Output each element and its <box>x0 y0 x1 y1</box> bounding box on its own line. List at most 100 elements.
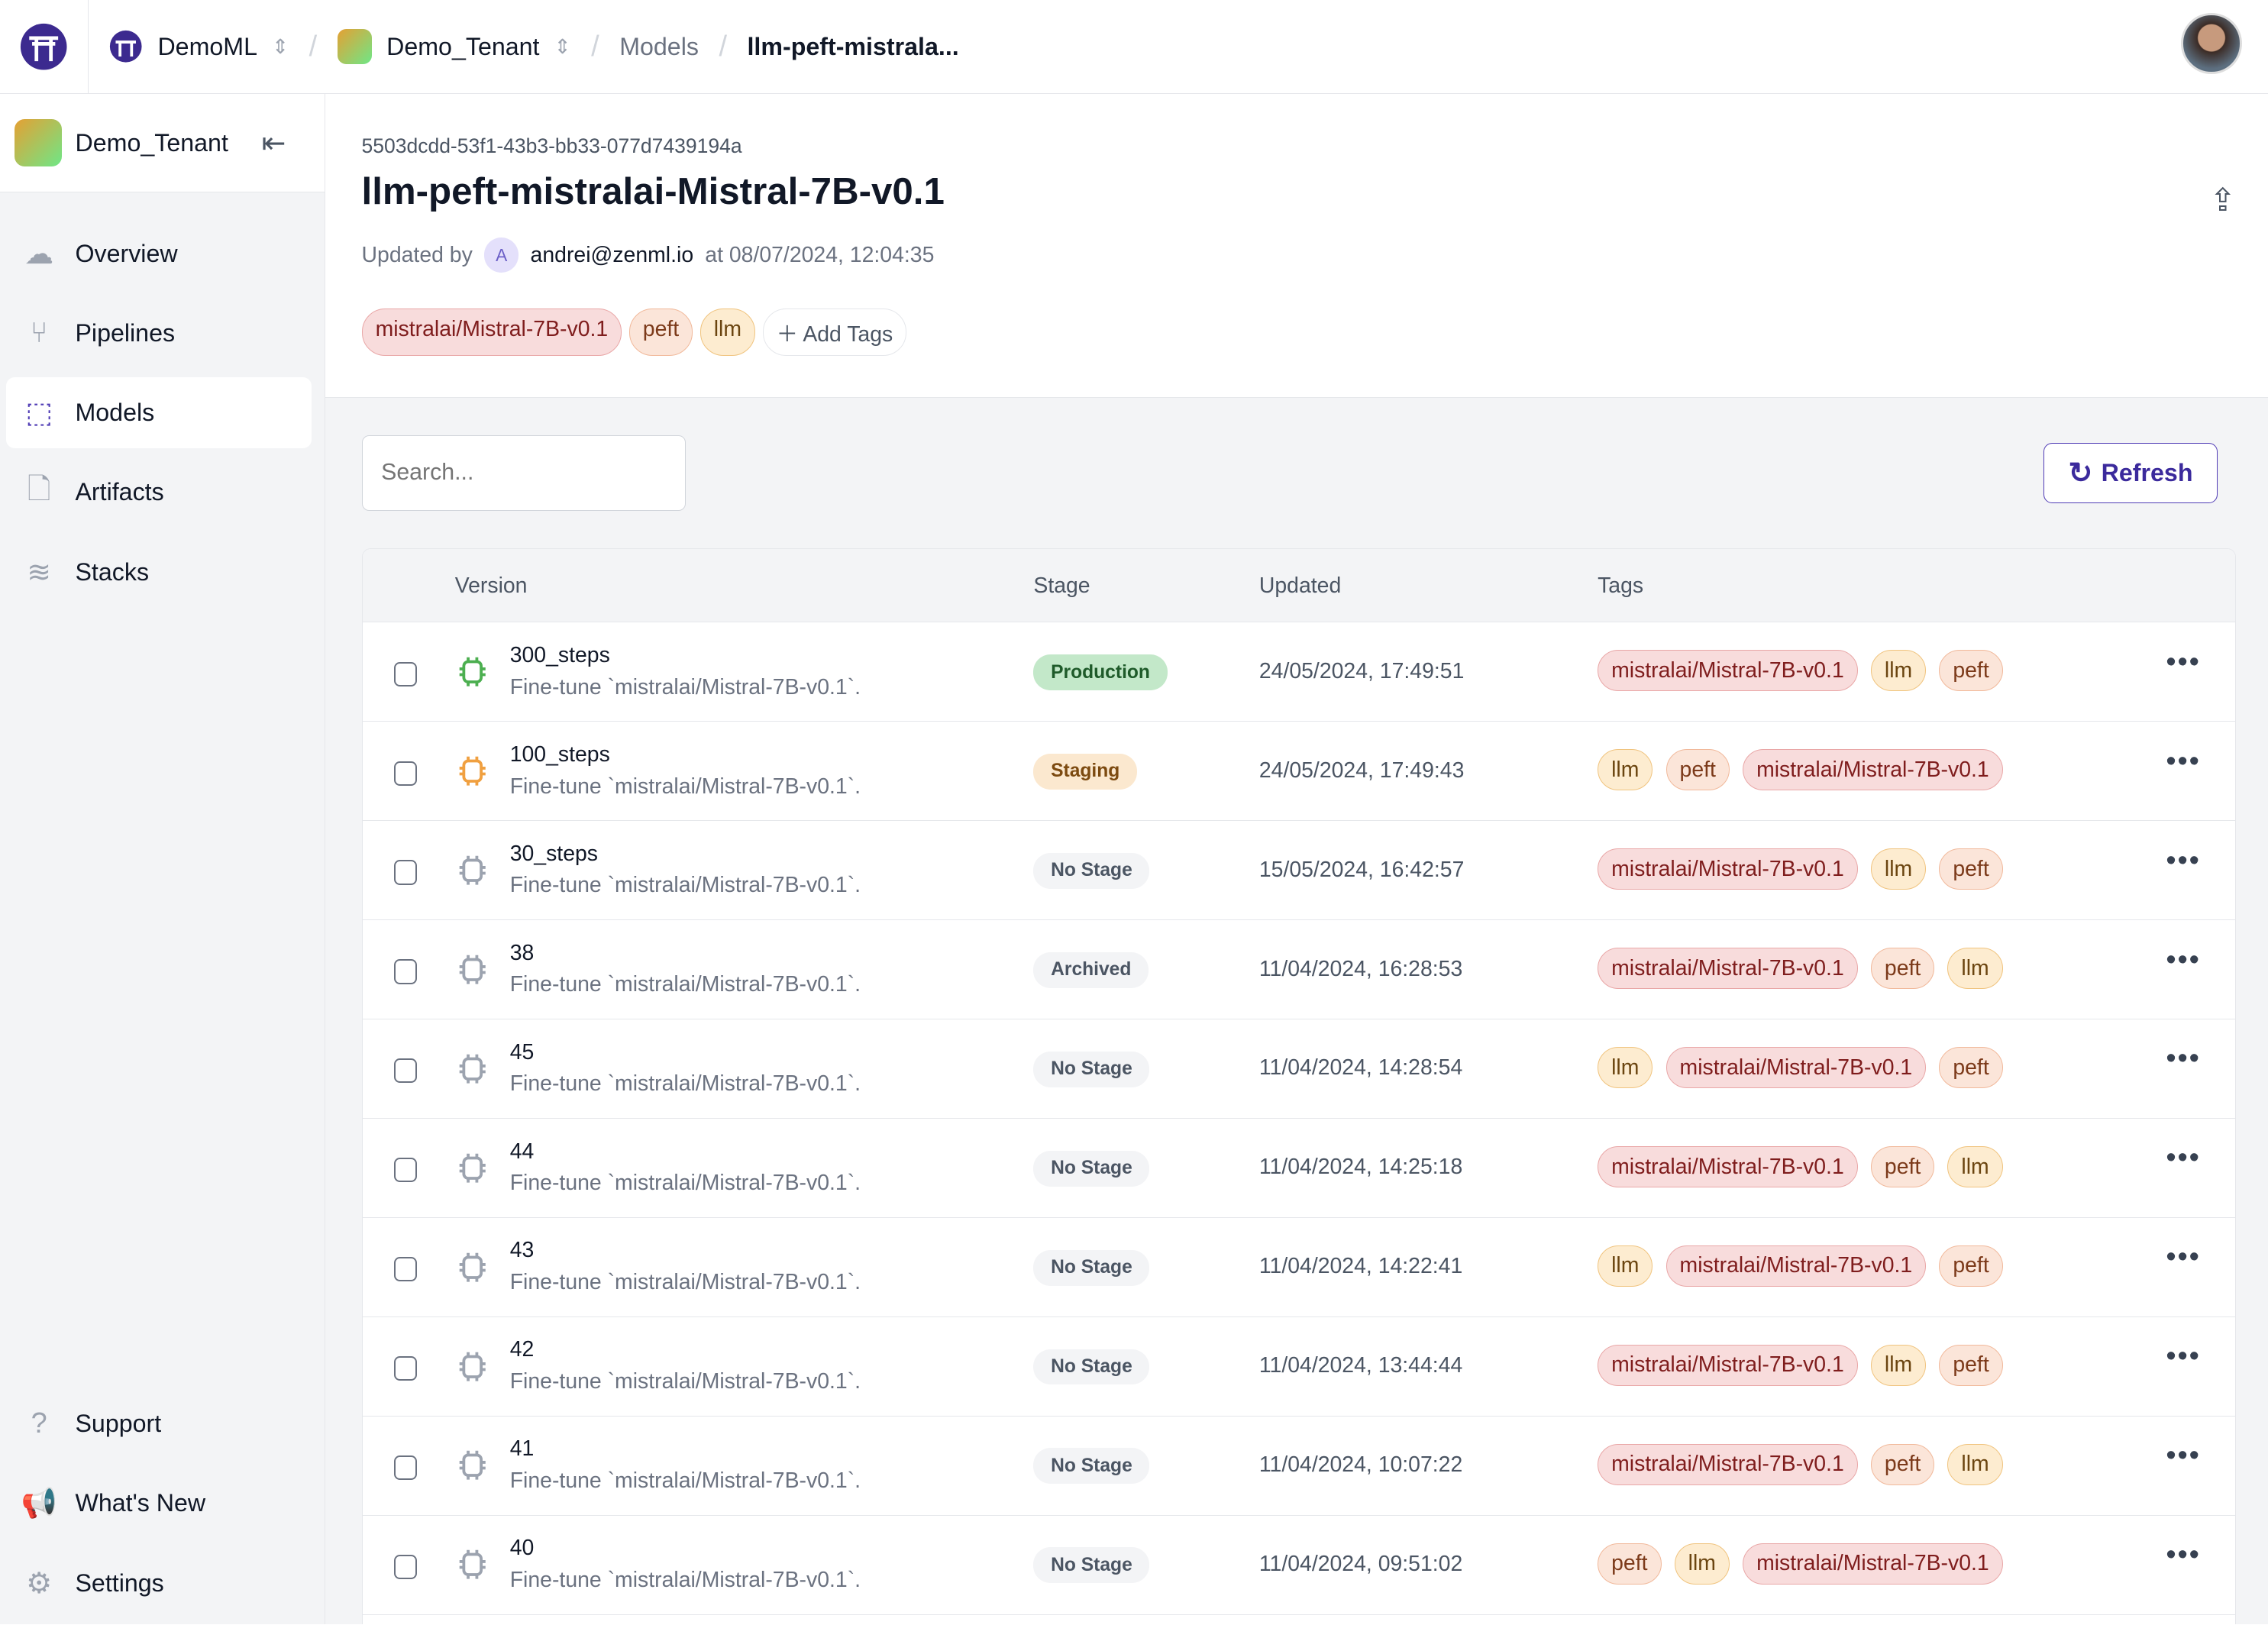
version-tag[interactable]: llm <box>1598 1245 1653 1287</box>
version-name[interactable]: 30_steps <box>509 841 598 866</box>
more-options-icon[interactable]: ••• <box>2166 1241 2201 1274</box>
version-name[interactable]: 40 <box>509 1536 535 1561</box>
more-options-icon[interactable]: ••• <box>2166 1439 2201 1472</box>
row-checkbox[interactable] <box>394 1455 418 1481</box>
version-tag[interactable]: llm <box>1598 749 1653 791</box>
version-name[interactable]: 300_steps <box>509 642 610 667</box>
header-version[interactable]: Version <box>454 573 528 599</box>
sidebar-item-stacks[interactable]: ≋ Stacks <box>6 537 312 608</box>
table-row[interactable]: 45 Fine-tune `mistralai/Mistral-7B-v0.1`.… <box>362 1019 2236 1119</box>
version-name[interactable]: 45 <box>509 1039 535 1064</box>
row-checkbox[interactable] <box>394 1257 418 1282</box>
version-tag[interactable]: llm <box>1947 1443 2003 1485</box>
sidebar-item-artifacts[interactable]: 🗋 Artifacts <box>6 457 312 528</box>
version-name[interactable]: 38 <box>509 940 535 965</box>
more-options-icon[interactable]: ••• <box>2166 1042 2201 1075</box>
version-tag[interactable]: llm <box>1870 1344 1927 1386</box>
version-tag[interactable]: peft <box>1939 1344 2003 1386</box>
add-tags-button[interactable]: ＋ Add Tags <box>762 309 907 357</box>
table-row[interactable]: 40 Fine-tune `mistralai/Mistral-7B-v0.1`.… <box>362 1516 2236 1615</box>
more-options-icon[interactable]: ••• <box>2166 1142 2201 1174</box>
version-tag[interactable]: peft <box>1665 749 1730 791</box>
table-row[interactable]: 41 Fine-tune `mistralai/Mistral-7B-v0.1`.… <box>362 1417 2236 1516</box>
sidebar-item-label: What's New <box>75 1489 206 1517</box>
row-checkbox[interactable] <box>394 959 418 984</box>
more-options-icon[interactable]: ••• <box>2166 1539 2201 1572</box>
version-tag[interactable]: mistralai/Mistral-7B-v0.1 <box>1598 650 1858 692</box>
version-tag[interactable]: mistralai/Mistral-7B-v0.1 <box>1598 948 1858 990</box>
version-tag[interactable]: mistralai/Mistral-7B-v0.1 <box>1743 749 2003 791</box>
row-checkbox[interactable] <box>394 661 418 687</box>
version-tag[interactable]: peft <box>1870 1146 1935 1187</box>
user-avatar[interactable] <box>2181 13 2242 74</box>
row-checkbox[interactable] <box>394 1158 418 1183</box>
sidebar-item-settings[interactable]: ⚙ Settings <box>6 1548 312 1619</box>
version-tag[interactable]: mistralai/Mistral-7B-v0.1 <box>1598 848 1858 890</box>
row-checkbox[interactable] <box>394 1554 418 1580</box>
sidebar-item-what-s-new[interactable]: 📢 What's New <box>6 1468 312 1539</box>
collapse-sidebar-icon[interactable]: ⇤ <box>261 127 286 160</box>
model-tag[interactable]: llm <box>699 309 756 357</box>
sidebar-item-models[interactable]: ⬚ Models <box>5 377 312 449</box>
model-version-icon <box>455 1151 489 1191</box>
tenant-selector[interactable]: Demo_Tenant <box>386 32 540 60</box>
header-tags: Tags <box>1598 573 1644 599</box>
version-tag[interactable]: llm <box>1674 1543 1730 1585</box>
more-options-icon[interactable]: ••• <box>2166 745 2201 777</box>
chevron-updown-icon[interactable]: ⇕ <box>554 34 571 58</box>
version-tag[interactable]: peft <box>1939 1047 2003 1089</box>
version-tag[interactable]: llm <box>1870 848 1927 890</box>
version-tag[interactable]: peft <box>1598 1543 1662 1585</box>
version-tag[interactable]: mistralai/Mistral-7B-v0.1 <box>1665 1245 1927 1287</box>
breadcrumb-models[interactable]: Models <box>619 32 699 60</box>
row-checkbox[interactable] <box>394 761 418 786</box>
version-tag[interactable]: mistralai/Mistral-7B-v0.1 <box>1665 1047 1927 1089</box>
table-row[interactable]: 44 Fine-tune `mistralai/Mistral-7B-v0.1`.… <box>362 1119 2236 1218</box>
row-checkbox[interactable] <box>394 1058 418 1084</box>
header-stage[interactable]: Stage <box>1033 573 1090 599</box>
model-tag[interactable]: mistralai/Mistral-7B-v0.1 <box>361 309 622 357</box>
version-tag[interactable]: llm <box>1870 650 1927 692</box>
version-tag[interactable]: mistralai/Mistral-7B-v0.1 <box>1598 1146 1858 1187</box>
more-options-icon[interactable]: ••• <box>2166 844 2201 877</box>
version-tag[interactable]: mistralai/Mistral-7B-v0.1 <box>1598 1443 1858 1485</box>
row-checkbox[interactable] <box>394 1356 418 1381</box>
table-row[interactable]: 38 Fine-tune `mistralai/Mistral-7B-v0.1`.… <box>362 920 2236 1020</box>
version-tag[interactable]: llm <box>1598 1047 1653 1089</box>
more-options-icon[interactable]: ••• <box>2166 645 2201 678</box>
share-icon[interactable]: ⇪ <box>2209 181 2237 218</box>
version-name[interactable]: 43 <box>509 1238 535 1263</box>
zenml-logo[interactable] <box>0 0 89 94</box>
version-tag[interactable]: llm <box>1947 948 2003 990</box>
add-tags-label: Add Tags <box>803 321 893 347</box>
table-row[interactable]: 100_steps Fine-tune `mistralai/Mistral-7B… <box>362 722 2236 822</box>
header-updated[interactable]: Updated <box>1258 573 1342 599</box>
version-name[interactable]: 44 <box>509 1139 535 1164</box>
table-row[interactable]: 43 Fine-tune `mistralai/Mistral-7B-v0.1`.… <box>362 1218 2236 1317</box>
chevron-updown-icon[interactable]: ⇕ <box>271 34 289 58</box>
version-tag[interactable]: mistralai/Mistral-7B-v0.1 <box>1743 1543 2003 1585</box>
version-tag[interactable]: peft <box>1939 848 2003 890</box>
table-row[interactable]: 42 Fine-tune `mistralai/Mistral-7B-v0.1`.… <box>362 1317 2236 1417</box>
table-row[interactable]: 30_steps Fine-tune `mistralai/Mistral-7B-… <box>362 821 2236 921</box>
sidebar-item-pipelines[interactable]: ⑂ Pipelines <box>6 298 312 369</box>
more-options-icon[interactable]: ••• <box>2166 943 2201 976</box>
search-input[interactable] <box>361 435 686 511</box>
version-tag[interactable]: peft <box>1939 1245 2003 1287</box>
sidebar-item-support[interactable]: ? Support <box>6 1388 312 1459</box>
version-tag[interactable]: peft <box>1870 1443 1935 1485</box>
model-tag[interactable]: peft <box>628 309 693 357</box>
refresh-button[interactable]: ↻ Refresh <box>2043 442 2218 504</box>
version-tag[interactable]: peft <box>1939 650 2003 692</box>
version-tag[interactable]: peft <box>1870 948 1935 990</box>
sidebar-item-overview[interactable]: ☁ Overview <box>6 218 312 289</box>
table-row[interactable]: 300_steps Fine-tune `mistralai/Mistral-7B… <box>362 622 2236 722</box>
version-name[interactable]: 41 <box>509 1436 535 1462</box>
row-checkbox[interactable] <box>394 860 418 885</box>
version-tag[interactable]: mistralai/Mistral-7B-v0.1 <box>1598 1344 1858 1386</box>
version-name[interactable]: 100_steps <box>509 741 610 767</box>
version-name[interactable]: 42 <box>509 1337 535 1362</box>
workspace-selector[interactable]: DemoML <box>157 32 258 60</box>
more-options-icon[interactable]: ••• <box>2166 1340 2201 1373</box>
version-tag[interactable]: llm <box>1947 1146 2003 1187</box>
